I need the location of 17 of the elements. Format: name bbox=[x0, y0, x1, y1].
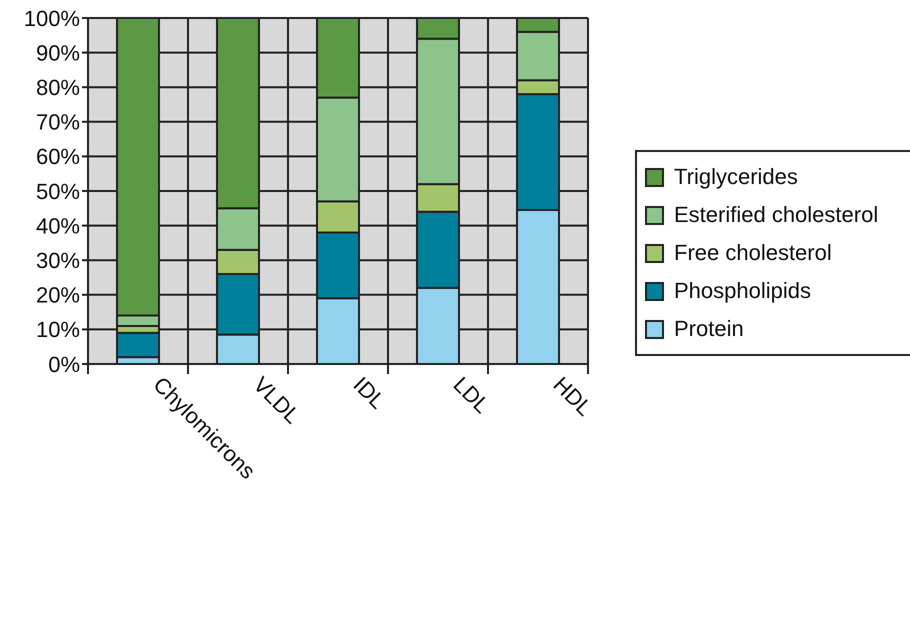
y-tick-label: 50% bbox=[36, 178, 80, 204]
y-tick-label: 100% bbox=[24, 6, 80, 31]
legend-label: Free cholesterol bbox=[674, 240, 832, 266]
y-tick-label: 40% bbox=[36, 213, 80, 238]
y-tick-label: 60% bbox=[36, 144, 80, 170]
legend-label: Esterified cholesterol bbox=[674, 202, 878, 228]
legend-label: Phospholipids bbox=[674, 278, 811, 304]
y-tick-label: 30% bbox=[36, 248, 80, 274]
legend-label: Triglycerides bbox=[674, 164, 798, 190]
y-tick-label: 90% bbox=[36, 40, 80, 66]
y-tick-label: 10% bbox=[36, 317, 80, 342]
y-tick-label: 80% bbox=[36, 75, 80, 100]
y-tick-label: 20% bbox=[36, 282, 80, 308]
y-tick-label: 70% bbox=[36, 110, 80, 135]
y-tick-label: 0% bbox=[48, 352, 80, 377]
legend-label: Protein bbox=[674, 316, 744, 342]
x-tick-label: IDL bbox=[348, 372, 390, 414]
